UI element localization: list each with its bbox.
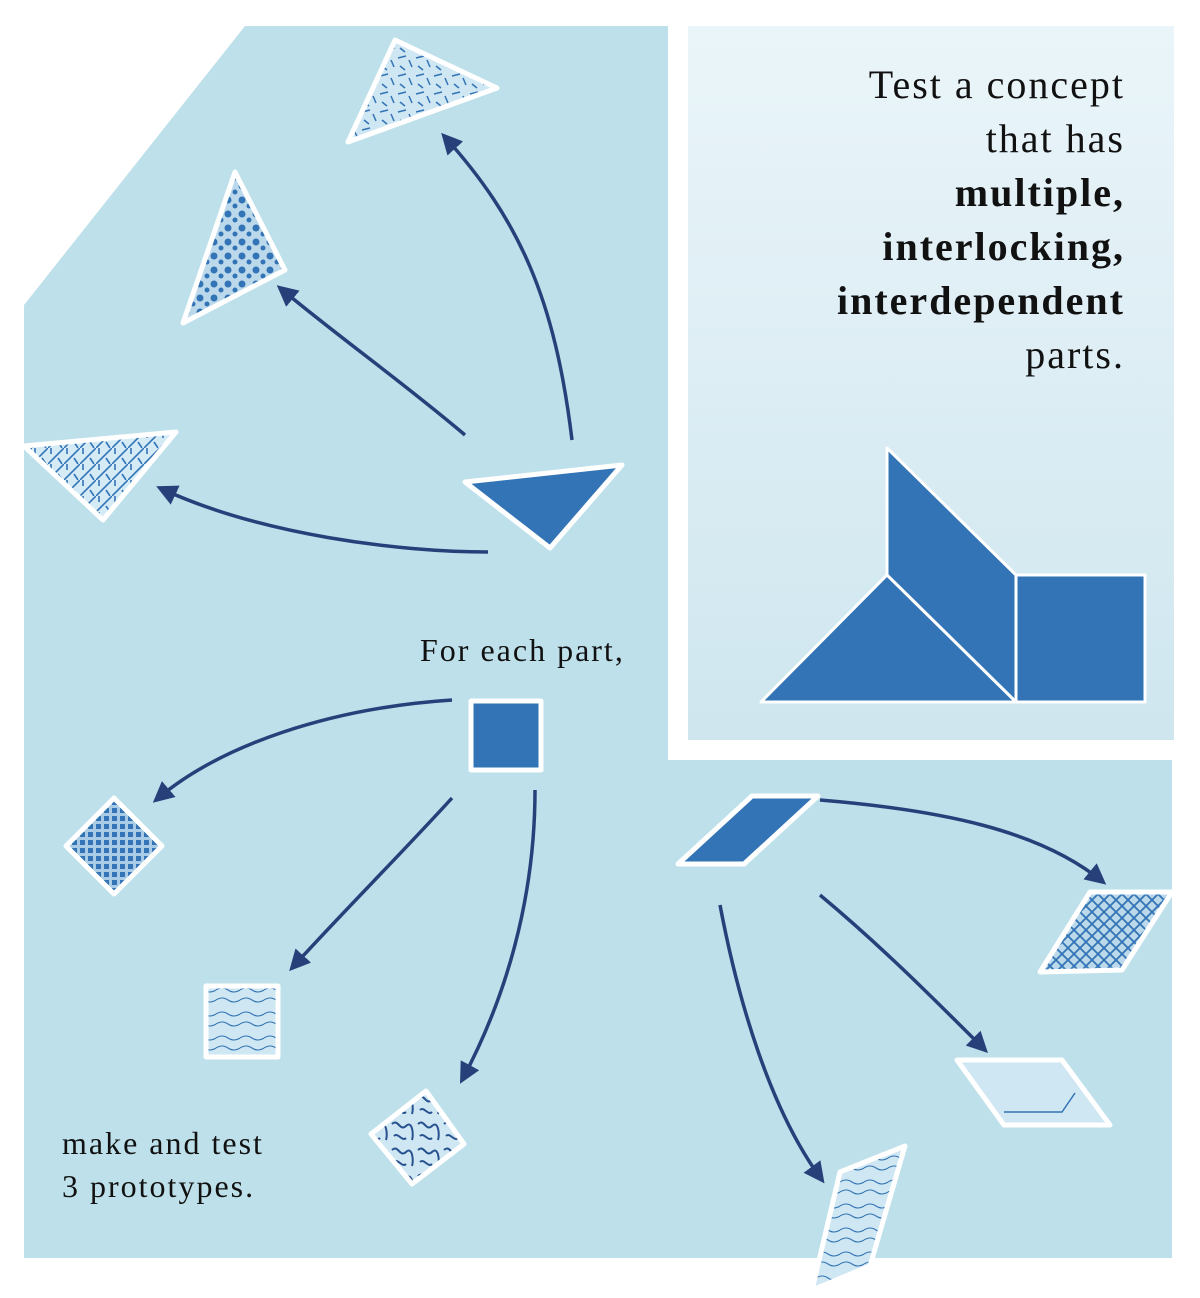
for-each-label: For each part, [420,632,625,668]
triangle-prototype-lines [345,37,500,145]
triangle-prototype-cross [21,429,179,523]
title-line-5: interdependent [837,278,1125,323]
square-prototype-squiggle [368,1088,467,1187]
square-prototype-topo [203,983,281,1060]
arrow-to-triangle-mid [276,285,467,437]
arrow-to-square-mid [289,796,454,972]
page-title: Test a concept that has multiple, interl… [837,58,1125,382]
arrow-to-triangle-top [441,132,574,441]
parallelogram-prototype-topo [809,1143,908,1293]
arrow-to-parallelogram-bottom [718,904,825,1184]
make-line-1: make and test [62,1125,264,1161]
parallelogram-prototype-plain [954,1057,1113,1128]
triangle-prototype-dots [180,169,288,326]
title-line-1: Test a concept [868,62,1125,107]
parallelogram-prototype-hatch [1037,889,1175,975]
title-line-4: interlocking, [882,224,1125,269]
tangram-square [1014,573,1147,704]
make-and-test-label: make and test 3 prototypes. [62,1122,264,1208]
parallelogram-inner-line [1004,1092,1076,1113]
arrow-to-parallelogram-right [819,798,1107,885]
square-prototype-grid [63,795,165,897]
source-parallelogram [675,793,821,867]
arrow-to-parallelogram-mid [818,893,988,1053]
source-square [468,698,544,773]
tangram-triangle [759,573,1018,704]
title-line-6: parts. [1025,332,1125,377]
arrow-to-triangle-left [156,485,489,554]
tangram-figure [759,446,1147,704]
title-line-3: multiple, [954,170,1125,215]
source-triangle [462,462,625,551]
arrow-to-square-bottom [460,789,537,1084]
arrow-to-square-left [152,698,453,803]
make-line-2: 3 prototypes. [62,1168,256,1204]
title-line-2: that has [985,116,1125,161]
